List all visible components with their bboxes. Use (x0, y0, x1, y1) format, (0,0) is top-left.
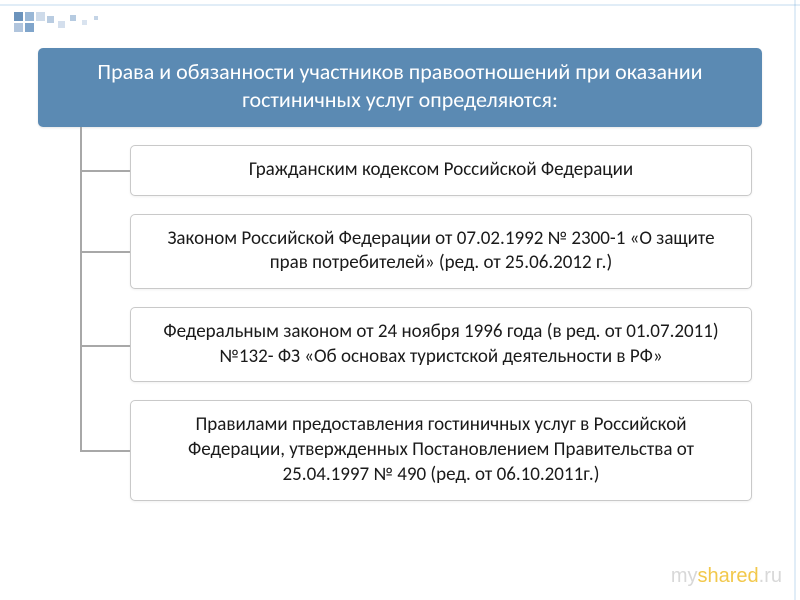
tree: Гражданским кодексом Российской Федераци… (38, 145, 762, 501)
tree-item: Гражданским кодексом Российской Федераци… (38, 145, 762, 196)
tree-branch (80, 170, 130, 172)
deco-square (94, 16, 98, 20)
item-box: Законом Российской Федерации от 07.02.19… (130, 214, 752, 289)
tree-branch (80, 450, 130, 452)
deco-square (14, 12, 23, 21)
item-box: Гражданским кодексом Российской Федераци… (130, 145, 752, 196)
tree-item: Законом Российской Федерации от 07.02.19… (38, 214, 762, 289)
watermark-suffix: .ru (759, 565, 782, 587)
watermark-prefix: my (671, 565, 698, 587)
title-box: Права и обязанности участников правоотно… (38, 48, 762, 127)
deco-square (25, 23, 34, 32)
deco-square (25, 12, 34, 21)
deco-square (58, 21, 65, 28)
item-box: Правилами предоставления гостиничных усл… (130, 400, 752, 500)
deco-square (82, 20, 87, 25)
tree-item: Федеральным законом от 24 ноября 1996 го… (38, 307, 762, 382)
slide-border-right (794, 0, 796, 600)
item-box: Федеральным законом от 24 ноября 1996 го… (130, 307, 752, 382)
deco-square (14, 23, 23, 32)
diagram: Права и обязанности участников правоотно… (38, 48, 762, 519)
slide-border-top (0, 4, 800, 6)
deco-square (70, 15, 76, 21)
watermark-accent: shared (698, 565, 759, 587)
deco-square (36, 12, 45, 21)
tree-branch (80, 345, 130, 347)
tree-item: Правилами предоставления гостиничных усл… (38, 400, 762, 500)
tree-branch (80, 251, 130, 253)
deco-square (47, 16, 54, 23)
corner-decoration (14, 12, 106, 34)
watermark: myshared.ru (671, 565, 782, 588)
